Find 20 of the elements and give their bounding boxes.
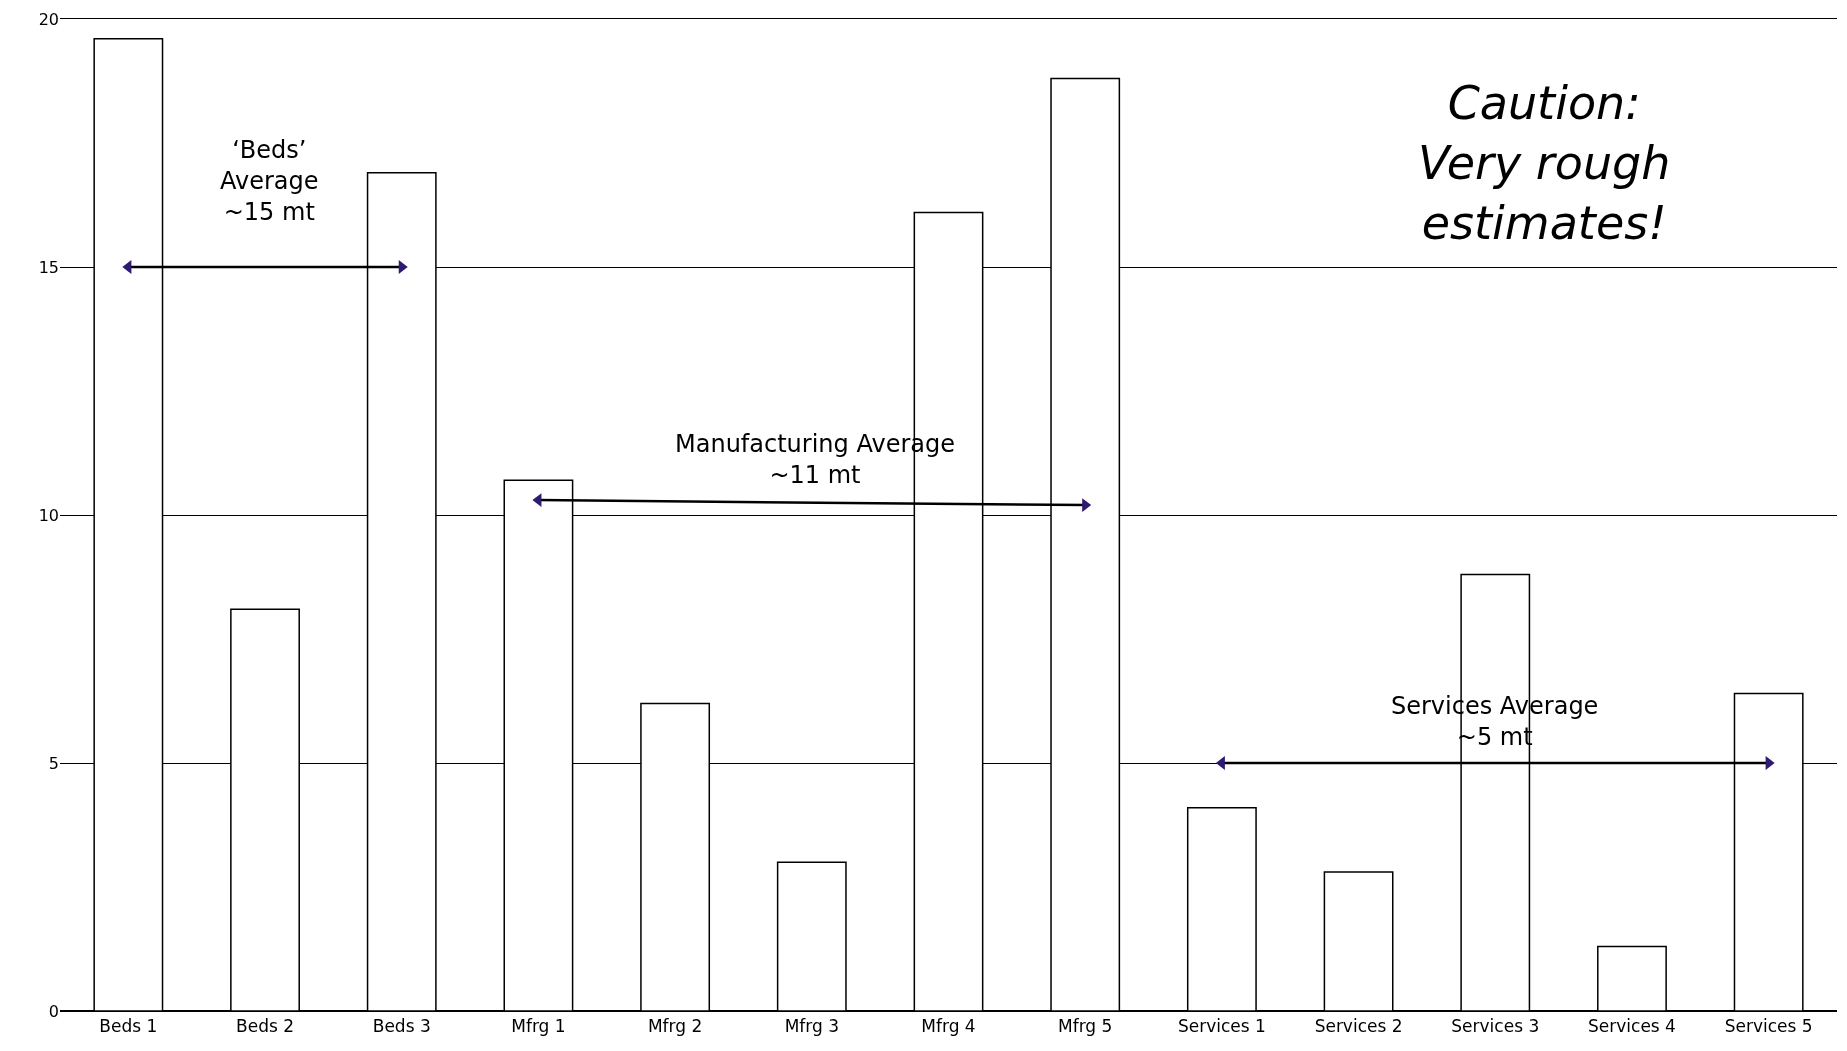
x-tick-label: Services 1 (1177, 1016, 1266, 1037)
x-tick-label: Mfrg 3 (784, 1016, 839, 1037)
y-tick-label: 10 (38, 505, 59, 525)
x-tick-label: Mfrg 1 (511, 1016, 566, 1037)
annotation: Caution: Very rough estimates! (1418, 76, 1671, 250)
x-tick-label: Beds 3 (372, 1016, 431, 1037)
x-tick-label: Mfrg 4 (921, 1016, 976, 1037)
y-tick-label: 20 (38, 9, 59, 29)
annotation: ‘Beds’ Average ~15 mt (220, 136, 319, 227)
y-tick-label: 15 (38, 257, 59, 277)
x-tick-label: Services 2 (1314, 1016, 1403, 1037)
x-tick-label: Beds 1 (99, 1016, 158, 1037)
x-tick-label: Beds 2 (236, 1016, 295, 1037)
x-tick-label: Mfrg 2 (647, 1016, 703, 1037)
x-tick-label: Services 3 (1451, 1016, 1540, 1037)
x-tick-label: Services 4 (1588, 1016, 1676, 1037)
x-tick-label: Services 5 (1724, 1016, 1813, 1037)
y-tick-label: 0 (48, 1001, 59, 1021)
y-tick-label: 5 (48, 753, 59, 773)
x-tick-label: Mfrg 5 (1058, 1016, 1113, 1037)
